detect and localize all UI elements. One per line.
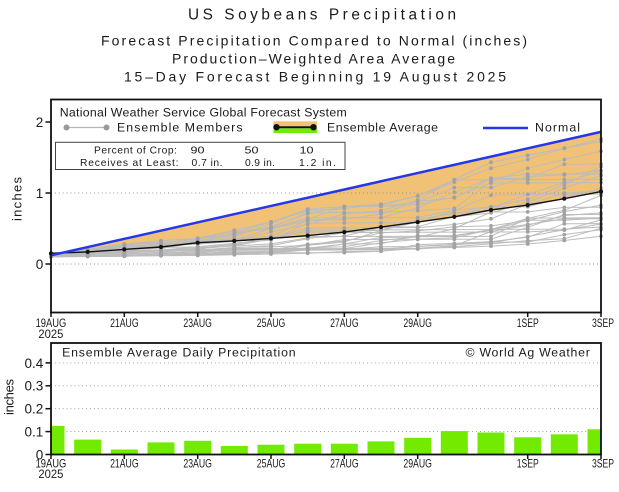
svg-text:Receives at Least:: Receives at Least: bbox=[80, 158, 179, 169]
svg-text:0.1: 0.1 bbox=[25, 425, 44, 440]
svg-text:inches: inches bbox=[10, 177, 25, 222]
svg-text:19AUG: 19AUG bbox=[36, 316, 67, 330]
svg-text:1SEP: 1SEP bbox=[517, 316, 539, 330]
svg-text:1SEP: 1SEP bbox=[517, 456, 539, 470]
svg-text:0.3: 0.3 bbox=[25, 379, 44, 394]
svg-text:3SEP: 3SEP bbox=[592, 456, 614, 470]
svg-text:0.2: 0.2 bbox=[25, 402, 44, 417]
svg-text:2: 2 bbox=[36, 115, 44, 130]
svg-text:Production–Weighted Area Avera: Production–Weighted Area Average bbox=[172, 51, 455, 67]
svg-text:1.2 in.: 1.2 in. bbox=[299, 158, 336, 169]
svg-text:National Weather Service Globa: National Weather Service Global Forecast… bbox=[60, 106, 347, 120]
svg-text:90: 90 bbox=[191, 145, 205, 156]
svg-text:Ensemble Average: Ensemble Average bbox=[327, 121, 438, 135]
svg-text:0: 0 bbox=[36, 447, 44, 462]
svg-text:0.9 in.: 0.9 in. bbox=[245, 158, 275, 169]
svg-text:25AUG: 25AUG bbox=[257, 456, 286, 470]
svg-text:15–Day Forecast Beginning 19 A: 15–Day Forecast Beginning 19 August 2025 bbox=[124, 69, 506, 85]
svg-text:0.7 in.: 0.7 in. bbox=[192, 158, 223, 169]
svg-text:2025: 2025 bbox=[38, 467, 63, 481]
svg-text:27AUG: 27AUG bbox=[330, 456, 359, 470]
svg-text:10: 10 bbox=[300, 145, 314, 156]
svg-text:23AUG: 23AUG bbox=[183, 456, 212, 470]
svg-text:2025: 2025 bbox=[38, 327, 63, 341]
svg-text:27AUG: 27AUG bbox=[330, 316, 359, 330]
svg-text:29AUG: 29AUG bbox=[403, 316, 432, 330]
svg-text:23AUG: 23AUG bbox=[183, 316, 212, 330]
svg-text:0.4: 0.4 bbox=[25, 356, 44, 371]
svg-text:Percent of Crop:: Percent of Crop: bbox=[94, 145, 177, 156]
svg-text:inches: inches bbox=[2, 379, 17, 416]
svg-text:29AUG: 29AUG bbox=[403, 456, 432, 470]
svg-text:Normal: Normal bbox=[535, 121, 580, 135]
svg-text:0: 0 bbox=[36, 257, 44, 272]
svg-text:3SEP: 3SEP bbox=[592, 316, 614, 330]
svg-text:50: 50 bbox=[245, 145, 259, 156]
svg-text:US Soybeans Precipitation: US Soybeans Precipitation bbox=[188, 6, 456, 23]
svg-text:19AUG: 19AUG bbox=[36, 456, 67, 470]
svg-text:21AUG: 21AUG bbox=[110, 456, 138, 470]
svg-text:1: 1 bbox=[36, 186, 44, 201]
svg-text:Forecast Precipitation Compare: Forecast Precipitation Compared to Norma… bbox=[101, 33, 527, 49]
svg-text:21AUG: 21AUG bbox=[110, 316, 138, 330]
svg-text:Ensemble Average Daily Precipi: Ensemble Average Daily Precipitation bbox=[62, 345, 296, 359]
svg-text:Ensemble Members: Ensemble Members bbox=[117, 121, 243, 135]
svg-text:25AUG: 25AUG bbox=[257, 316, 286, 330]
svg-text:© World Ag Weather: © World Ag Weather bbox=[466, 345, 590, 359]
